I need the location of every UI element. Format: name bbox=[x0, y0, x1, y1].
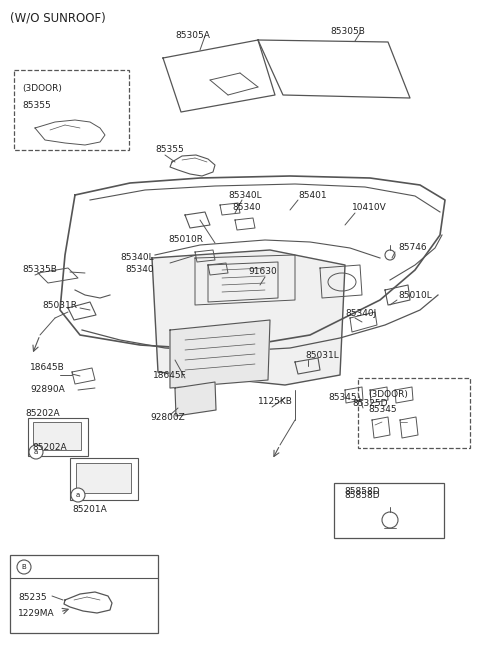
Text: 85010L: 85010L bbox=[398, 291, 432, 299]
Text: 85340: 85340 bbox=[125, 265, 154, 274]
Text: 10410V: 10410V bbox=[352, 202, 387, 212]
Text: 85010R: 85010R bbox=[168, 236, 203, 244]
Text: 85340J: 85340J bbox=[345, 309, 376, 318]
Text: (3DOOR): (3DOOR) bbox=[22, 83, 62, 92]
Polygon shape bbox=[170, 320, 270, 388]
Text: (3DOOR): (3DOOR) bbox=[368, 390, 408, 400]
Text: 85335B: 85335B bbox=[22, 265, 57, 274]
Text: 85858D: 85858D bbox=[344, 487, 380, 496]
Polygon shape bbox=[175, 382, 216, 416]
Text: 85325D: 85325D bbox=[352, 400, 387, 409]
Circle shape bbox=[71, 488, 85, 502]
Text: 85201A: 85201A bbox=[72, 506, 107, 514]
Text: 85345: 85345 bbox=[368, 405, 396, 415]
Text: 85340L: 85340L bbox=[228, 191, 262, 200]
Text: 85345: 85345 bbox=[328, 394, 357, 403]
Text: 92800Z: 92800Z bbox=[150, 413, 185, 422]
Text: 85401: 85401 bbox=[298, 191, 326, 200]
Text: 85235: 85235 bbox=[18, 593, 47, 603]
Text: 18645B: 18645B bbox=[30, 364, 65, 373]
Text: 1229MA: 1229MA bbox=[18, 610, 55, 618]
Text: 85746: 85746 bbox=[398, 244, 427, 252]
Text: 85355: 85355 bbox=[22, 100, 51, 109]
Text: 1125KB: 1125KB bbox=[258, 398, 293, 407]
Text: a: a bbox=[76, 492, 80, 498]
Text: a: a bbox=[34, 449, 38, 455]
Circle shape bbox=[17, 560, 31, 574]
Text: 85305A: 85305A bbox=[175, 31, 210, 39]
Text: 85858D: 85858D bbox=[344, 491, 380, 500]
FancyBboxPatch shape bbox=[33, 422, 81, 450]
Text: 85340: 85340 bbox=[232, 202, 261, 212]
Text: (W/O SUNROOF): (W/O SUNROOF) bbox=[10, 12, 106, 24]
Text: 85202A: 85202A bbox=[25, 409, 60, 417]
Text: B: B bbox=[22, 564, 26, 570]
Text: 91630: 91630 bbox=[248, 267, 277, 276]
Text: 18645F: 18645F bbox=[153, 371, 187, 379]
Circle shape bbox=[29, 445, 43, 459]
Text: 85031L: 85031L bbox=[305, 350, 339, 360]
Polygon shape bbox=[152, 250, 345, 385]
Text: 85305B: 85305B bbox=[330, 26, 365, 35]
Text: 85340L: 85340L bbox=[120, 253, 154, 263]
Text: 85202A: 85202A bbox=[32, 443, 67, 453]
Text: 92890A: 92890A bbox=[30, 386, 65, 394]
FancyBboxPatch shape bbox=[76, 463, 131, 493]
Text: 85031R: 85031R bbox=[42, 301, 77, 310]
Text: 85355: 85355 bbox=[155, 145, 184, 155]
